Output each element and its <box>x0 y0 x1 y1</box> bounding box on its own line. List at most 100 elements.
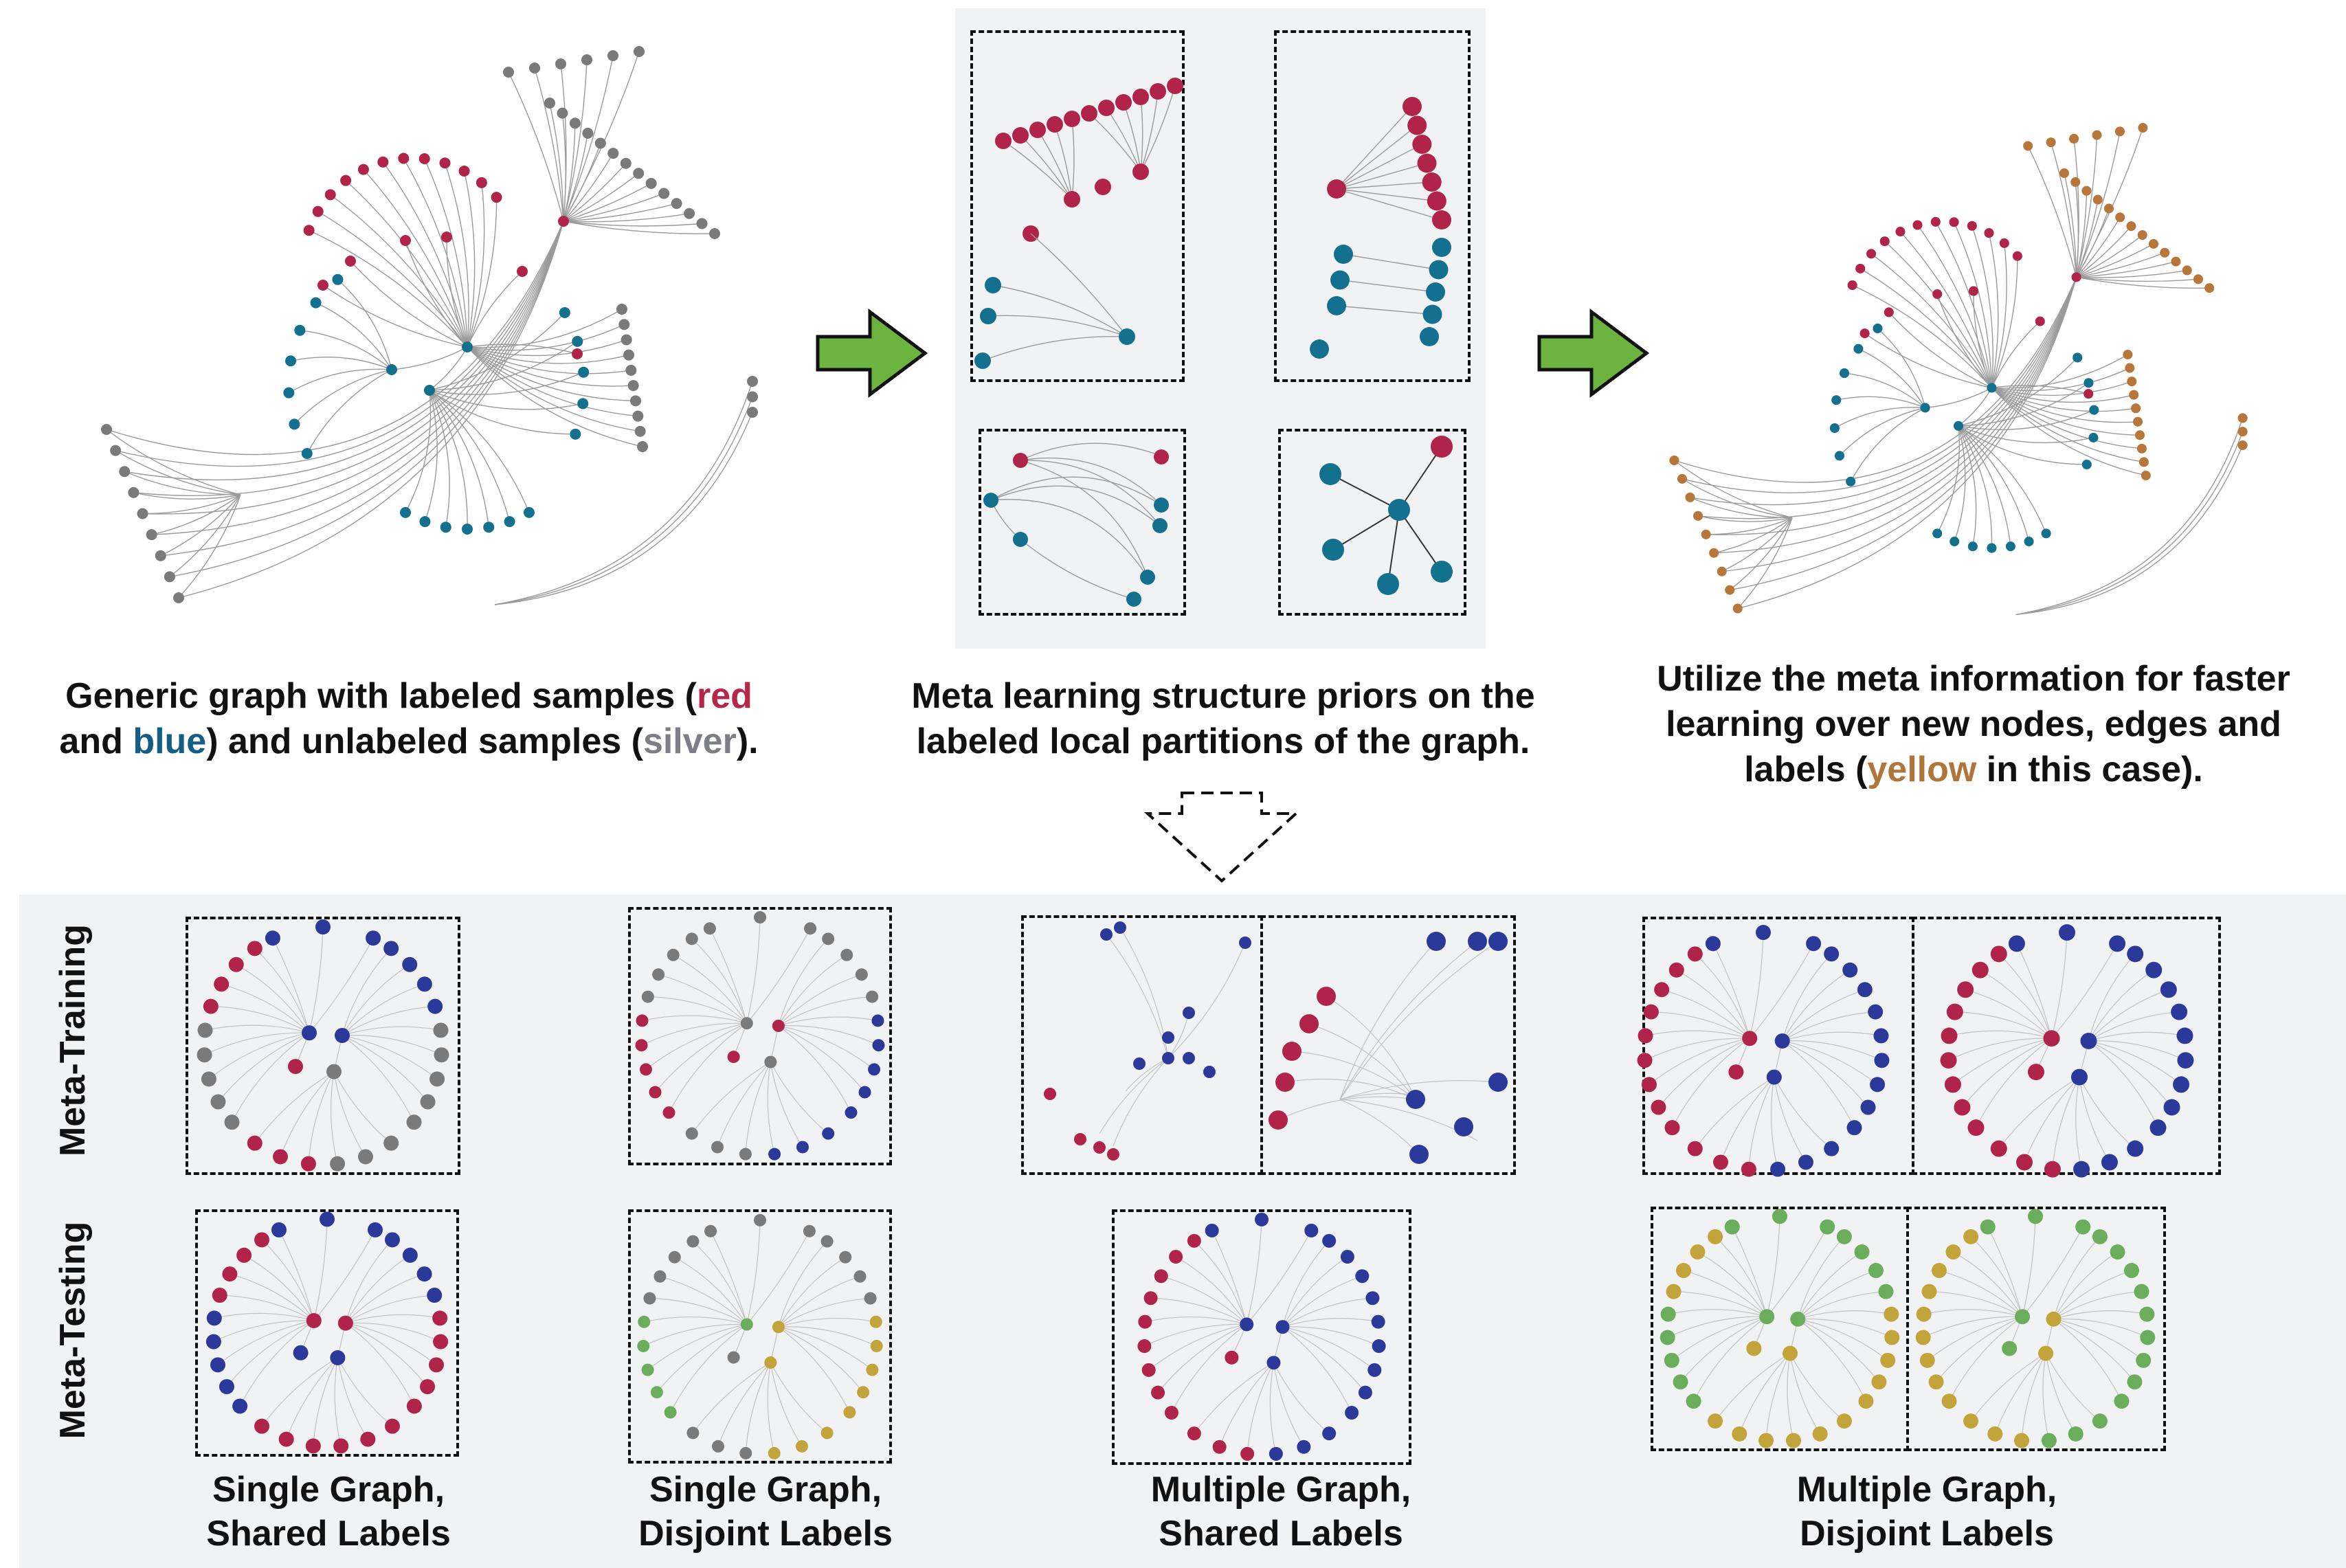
graph-edge <box>1168 942 1246 1059</box>
graph-edge <box>778 996 873 1027</box>
graph-node <box>1140 570 1155 585</box>
graph-edge <box>2051 932 2068 1039</box>
graph-edge <box>2015 445 2244 616</box>
graph-edge <box>767 1362 775 1454</box>
graph-edge <box>467 346 636 402</box>
graph-edge <box>205 1024 310 1033</box>
graph-edge <box>691 1062 771 1134</box>
graph-node <box>667 948 680 961</box>
graph-edge <box>1247 1362 1274 1454</box>
graph-edge <box>1798 1319 1879 1382</box>
graph-node <box>995 133 1012 149</box>
graph-node <box>1355 1269 1370 1284</box>
graph-node <box>1941 1393 1957 1409</box>
graph-edge <box>1770 1077 1778 1169</box>
column-caption-2-line-1: Single Graph, <box>649 1470 882 1510</box>
graph-edge <box>403 158 468 348</box>
graph-edge <box>219 1295 315 1321</box>
graph-node <box>1686 1393 1701 1409</box>
graph-node <box>1915 1330 1931 1345</box>
graph-node <box>754 1213 766 1227</box>
graph-edge <box>322 284 468 348</box>
graph-node <box>2046 1311 2062 1327</box>
graph-edge <box>534 67 564 222</box>
graph-edge <box>1674 277 2077 483</box>
graph-node <box>1047 116 1063 133</box>
graph-node <box>1093 1141 1106 1154</box>
graph-edge <box>1970 1236 2023 1317</box>
graph-node <box>173 592 184 603</box>
graph-node <box>317 280 328 291</box>
graph-node <box>119 466 131 478</box>
graph-edge <box>2053 1319 2144 1361</box>
graph-node <box>668 1251 681 1264</box>
graph-node <box>618 319 630 331</box>
graph-node <box>2002 1341 2018 1356</box>
graph-edge <box>1282 1326 1375 1371</box>
graph-edge <box>1965 989 2052 1039</box>
graph-node <box>1143 1291 1158 1306</box>
graph-edge <box>1973 291 1993 388</box>
graph-edge <box>2076 216 2121 278</box>
caption-left-text-4: ). <box>736 721 759 761</box>
graph-edge <box>1387 509 1400 585</box>
graph-node <box>2124 1263 2140 1279</box>
test-box-single-disjoint <box>628 1209 892 1464</box>
graph-node <box>1708 1413 1723 1429</box>
graph-edge <box>1661 989 1750 1039</box>
graph-node <box>2081 459 2092 470</box>
graph-node <box>845 1106 858 1119</box>
graph-edge <box>660 1276 748 1325</box>
graph-edge <box>1991 381 2132 396</box>
graph-node <box>2148 238 2159 249</box>
middle-panel-background <box>955 8 1486 649</box>
graph-node <box>639 1063 652 1076</box>
graph-edge <box>1282 1256 1348 1328</box>
graph-edge <box>1284 1078 1416 1100</box>
graph-edge <box>467 182 485 348</box>
graph-node <box>2109 935 2126 952</box>
graph-edge <box>1030 233 1128 337</box>
graph-edge <box>342 964 410 1036</box>
graph-node <box>1847 280 1857 291</box>
graph-node <box>210 1094 226 1110</box>
graph-edge <box>1859 268 1992 388</box>
graph-edge <box>2015 431 2244 616</box>
graph-node <box>1044 1088 1056 1100</box>
graph-edge <box>2079 1077 2136 1150</box>
graph-node <box>432 1310 448 1326</box>
graph-node <box>1770 1161 1786 1177</box>
graph-node <box>2127 945 2144 963</box>
graph-node <box>1949 217 1959 227</box>
graph-edge <box>778 974 862 1027</box>
graph-node <box>637 1339 650 1352</box>
graph-node <box>1029 122 1046 138</box>
graph-edge <box>1958 382 2089 427</box>
graph-edge <box>429 390 530 513</box>
graph-node <box>1675 1263 1691 1279</box>
graph-edge <box>1683 1270 1767 1317</box>
graph-edge <box>444 162 469 348</box>
graph-node <box>796 1141 809 1154</box>
graph-node <box>711 1141 724 1154</box>
graph-edge <box>1273 1362 1330 1434</box>
graph-edge <box>1782 989 1866 1042</box>
caption-middle-line-2: labeled local partitions of the graph. <box>916 721 1530 761</box>
graph-edge <box>1673 460 1793 519</box>
graph-node <box>1931 1263 1947 1279</box>
graph-edge <box>692 1362 771 1433</box>
graph-edge <box>778 1025 852 1113</box>
graph-edge <box>1954 425 1966 542</box>
graph-edge <box>1336 305 1433 315</box>
graph-edge <box>342 1035 429 1102</box>
graph-node <box>764 1356 777 1369</box>
graph-edge <box>778 1326 873 1371</box>
graph-node <box>1921 1284 1937 1299</box>
graph-node <box>843 1406 856 1419</box>
partition-box-2 <box>1274 30 1471 382</box>
graph-node <box>2237 413 2248 423</box>
graph-edge <box>987 315 1128 337</box>
graph-node <box>1945 1244 1961 1260</box>
graph-node <box>1968 286 1979 296</box>
graph-edge <box>1339 941 1499 1100</box>
